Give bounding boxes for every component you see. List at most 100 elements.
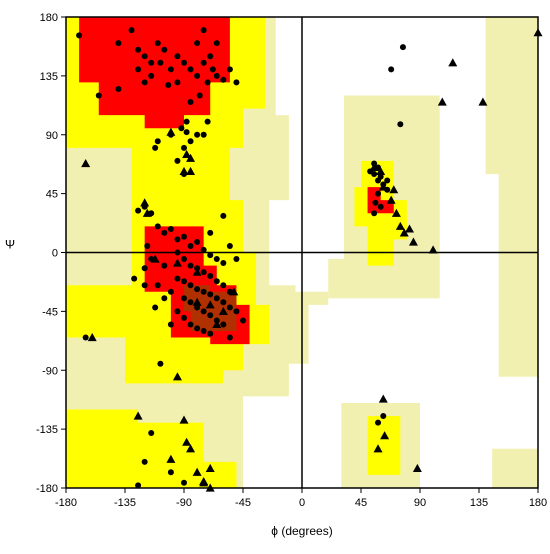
circle-point-118 [375, 177, 382, 184]
circle-point-75 [220, 299, 227, 306]
circle-point-31 [194, 40, 201, 47]
circle-point-39 [181, 144, 187, 151]
circle-point-86 [181, 314, 187, 321]
circle-point-115 [377, 203, 384, 210]
triangle-point-31 [405, 224, 415, 233]
y-tick-label-4: 0 [52, 248, 58, 260]
circle-point-117 [384, 177, 391, 184]
circle-point-66 [207, 273, 214, 280]
circle-point-57 [200, 246, 207, 253]
circle-point-126 [148, 430, 155, 437]
y-tick-label-7: 135 [40, 71, 58, 83]
circle-point-45 [183, 118, 190, 125]
circle-point-17 [207, 53, 214, 60]
circle-point-18 [209, 66, 216, 73]
circle-point-134 [157, 360, 164, 367]
circle-point-54 [181, 233, 187, 240]
circle-point-72 [200, 288, 207, 295]
circle-point-94 [161, 262, 168, 269]
circle-point-63 [187, 262, 194, 269]
circle-point-105 [141, 282, 148, 289]
circle-point-7 [161, 46, 168, 53]
x-tick-label-6: 90 [414, 497, 426, 509]
circle-point-4 [141, 53, 148, 60]
triangle-point-44 [205, 300, 215, 309]
y-axis-label: Ψ [5, 238, 15, 252]
circle-point-19 [213, 72, 220, 79]
triangle-point-40 [380, 431, 390, 440]
circle-point-36 [194, 131, 201, 138]
triangle-point-36 [478, 97, 488, 106]
triangle-point-23 [369, 162, 379, 172]
x-tick-label-0: -180 [55, 497, 77, 509]
circle-point-59 [213, 256, 220, 263]
circle-point-114 [372, 199, 379, 206]
circle-point-24 [196, 92, 203, 99]
circle-point-102 [226, 334, 233, 341]
circle-point-97 [144, 242, 151, 249]
x-tick-label-3: -45 [235, 497, 251, 509]
circle-point-11 [167, 66, 174, 73]
circle-point-15 [194, 72, 201, 79]
circle-point-68 [220, 282, 227, 289]
circle-point-79 [187, 299, 194, 306]
circle-point-93 [174, 275, 181, 282]
circle-point-121 [226, 242, 233, 249]
circle-point-81 [200, 308, 207, 315]
triangle-point-29 [395, 221, 405, 230]
triangle-point-20 [186, 444, 196, 453]
circle-point-67 [213, 278, 220, 285]
allowed-region-3 [367, 416, 401, 475]
circle-point-133 [82, 334, 89, 341]
circle-point-131 [375, 419, 382, 426]
circle-point-91 [154, 282, 161, 289]
triangle-point-45 [192, 297, 202, 306]
triangle-point-11 [133, 411, 143, 420]
circle-point-26 [174, 79, 181, 86]
y-tick-label-0: -180 [36, 483, 58, 495]
x-axis-label: ϕ (degrees) [271, 524, 332, 538]
circle-point-119 [220, 212, 227, 219]
triangle-point-10 [192, 267, 202, 276]
circle-point-37 [200, 131, 207, 138]
x-tick-label-8: 180 [529, 497, 547, 509]
circle-point-77 [233, 308, 240, 315]
triangle-point-24 [376, 166, 386, 175]
circle-point-6 [154, 40, 161, 47]
triangle-point-8 [150, 254, 160, 263]
triangle-point-2 [182, 149, 192, 158]
circle-point-49 [135, 207, 142, 214]
generous-region-4 [492, 448, 538, 488]
circle-point-42 [152, 144, 159, 151]
circle-point-120 [207, 229, 214, 236]
triangle-point-34 [437, 97, 447, 106]
triangle-point-3 [186, 153, 196, 162]
triangle-point-41 [373, 444, 383, 453]
triangle-point-32 [408, 237, 418, 246]
circle-point-92 [167, 288, 174, 295]
circle-point-128 [167, 469, 174, 476]
circle-point-88 [194, 325, 201, 332]
circle-point-52 [167, 225, 174, 232]
circle-point-5 [148, 59, 155, 66]
circle-point-50 [154, 223, 161, 230]
circle-point-73 [207, 291, 214, 298]
triangle-point-14 [192, 467, 202, 476]
circle-point-74 [213, 295, 220, 302]
triangle-point-25 [378, 182, 388, 191]
generous-region-2 [485, 17, 538, 377]
circle-point-109 [371, 171, 378, 177]
x-tick-label-5: 45 [355, 497, 367, 509]
triangle-point-37 [533, 28, 543, 37]
circle-point-23 [233, 79, 240, 86]
triangle-point-19 [182, 437, 192, 446]
circle-point-3 [135, 46, 142, 53]
circle-point-12 [174, 53, 181, 60]
triangle-point-38 [412, 463, 422, 472]
circle-point-61 [174, 249, 181, 256]
circle-point-82 [207, 312, 214, 319]
circle-point-35 [183, 129, 190, 136]
circle-point-80 [194, 304, 201, 311]
triangle-point-26 [389, 185, 399, 194]
